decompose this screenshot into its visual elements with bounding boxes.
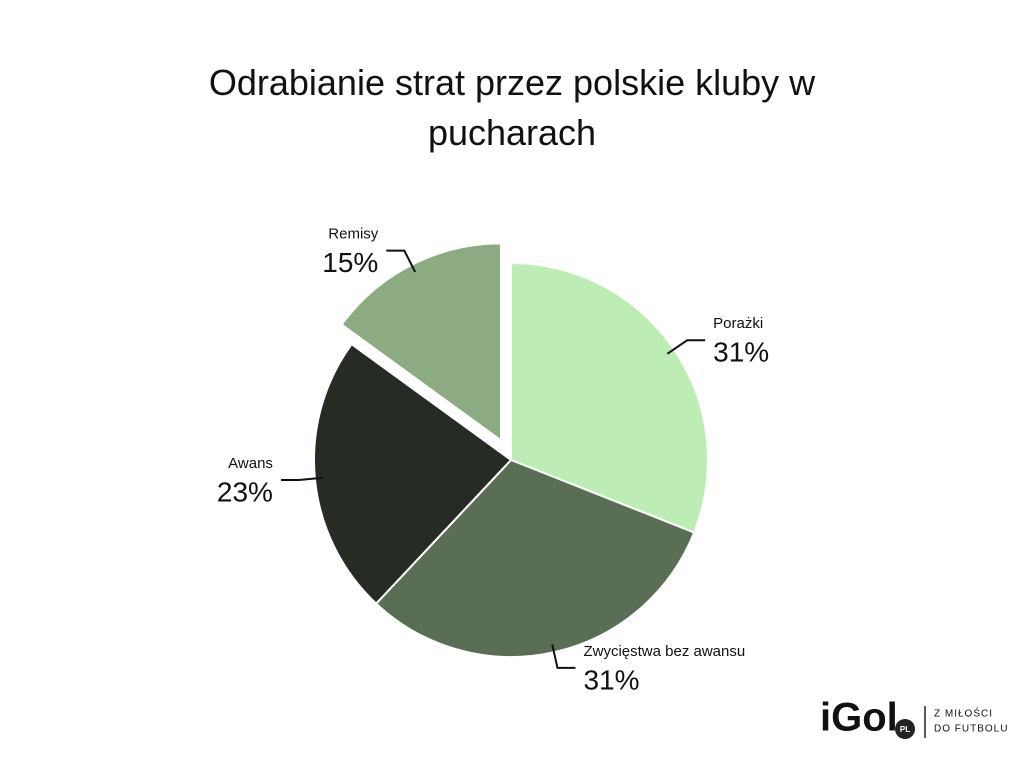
slice-value-label: 23%	[217, 476, 273, 507]
logo: iGol PL Z MIŁOŚCI DO FUTBOLU	[820, 696, 1008, 740]
slice-value-label: 15%	[322, 247, 378, 278]
slice-name: Porażki	[713, 315, 763, 332]
chart-title: Odrabianie strat przez polskie kluby w p…	[208, 62, 816, 153]
slice-name: Remisy	[328, 226, 379, 243]
leader-line	[280, 476, 323, 482]
slice-name: Zwycięstwa bez awansu	[583, 643, 745, 660]
logo-badge-bg	[895, 719, 915, 739]
leader-line	[551, 644, 576, 669]
logo-tagline: Z MIŁOŚCI	[934, 707, 993, 720]
leader-line	[386, 249, 417, 273]
leader-line	[666, 339, 706, 355]
logo-badge: PL	[900, 725, 910, 734]
logo-tagline: DO FUTBOLU	[934, 724, 1008, 735]
slice-value-label: 31%	[713, 337, 769, 368]
logo-name: iGol	[820, 696, 898, 740]
slice-value-label: 31%	[583, 664, 639, 695]
slice-name: Awans	[228, 455, 273, 472]
